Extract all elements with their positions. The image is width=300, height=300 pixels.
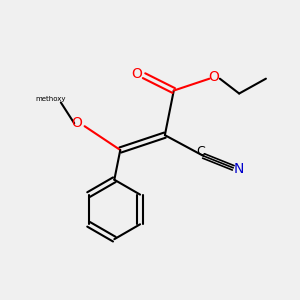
Text: N: N: [234, 162, 244, 176]
Text: C: C: [196, 145, 205, 158]
Text: O: O: [208, 70, 219, 84]
Text: methoxy: methoxy: [35, 97, 66, 103]
Text: O: O: [131, 67, 142, 81]
Text: O: O: [72, 116, 83, 130]
